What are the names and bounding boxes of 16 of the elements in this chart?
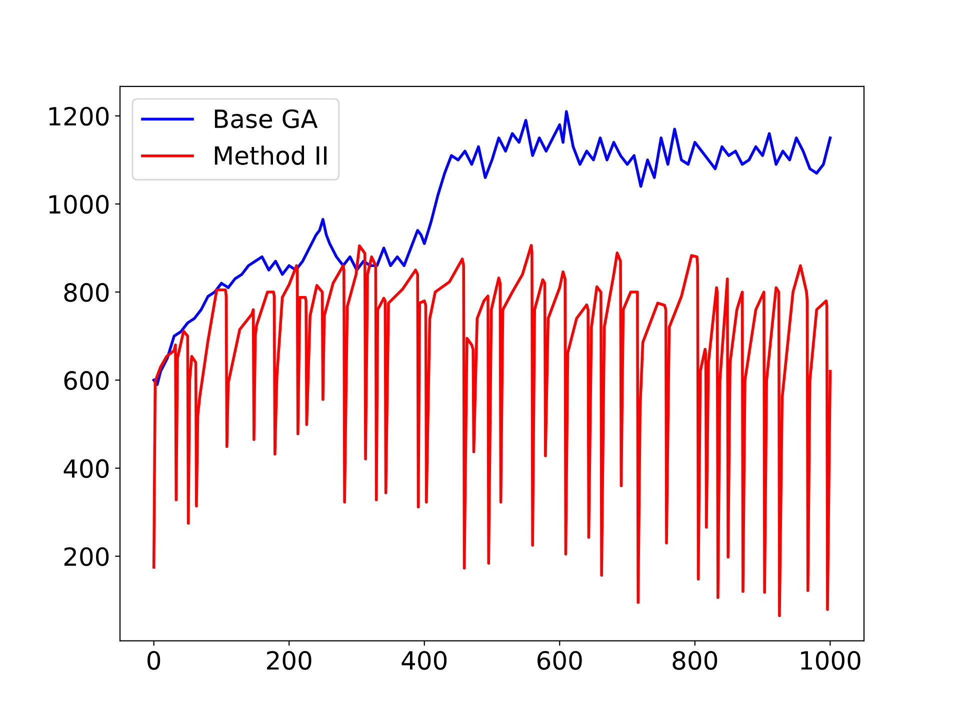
x-tick-label: 400 <box>402 650 447 670</box>
legend-label: Method II <box>214 146 326 165</box>
y-tick-label: 1000 <box>49 194 109 214</box>
x-tick-label: 600 <box>538 650 582 670</box>
y-tick-label: 400 <box>64 459 109 478</box>
legend-label: Base GA <box>214 109 318 128</box>
x-tick-label: 0 <box>148 650 160 670</box>
line-series <box>152 110 832 386</box>
x-tick-label: 200 <box>267 650 312 670</box>
y-tick-label: 800 <box>64 282 109 302</box>
y-tick-label: 200 <box>64 547 109 566</box>
x-tick-label: 800 <box>672 650 718 670</box>
y-tick-label: 600 <box>64 371 109 390</box>
y-tick-label: 1200 <box>49 106 109 126</box>
x-tick-label: 1000 <box>801 650 860 670</box>
line-series <box>152 244 832 618</box>
